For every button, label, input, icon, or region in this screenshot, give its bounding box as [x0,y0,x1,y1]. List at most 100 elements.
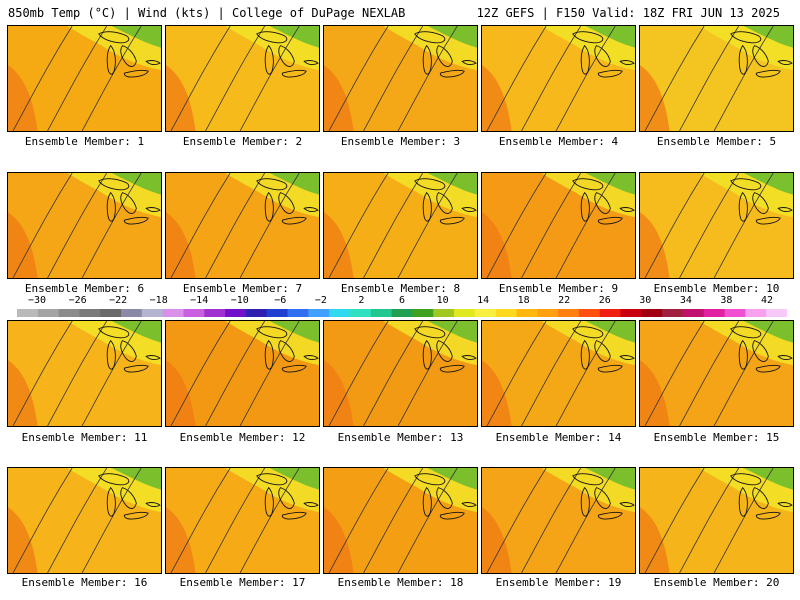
colorbar-swatch [724,309,746,317]
great-lake-outline [436,487,453,509]
temperature-field-map [640,321,793,426]
ensemble-map-panel [639,25,794,132]
colorbar-swatch [17,309,39,317]
great-lake-outline [264,486,274,517]
colorbar-tick-label: 30 [639,295,652,306]
ensemble-member-caption: Ensemble Member: 16 [21,576,148,589]
colorbar-tick-label: 26 [598,295,611,306]
great-lake-outline [281,216,307,225]
great-lake-outline [414,473,446,486]
great-lake-outline [264,44,274,75]
colorbar-swatch [225,309,247,317]
colorbar-tick-label: −14 [190,295,209,306]
colorbar-tick-label: −26 [68,295,87,306]
temperature-field-map [8,468,161,573]
temperature-field-map [482,26,635,131]
great-lake-outline [422,44,432,75]
temperature-field-map [482,173,635,278]
colorbar-swatch [578,309,601,317]
ensemble-member-caption: Ensemble Member: 5 [656,135,777,148]
great-lake-outline [278,45,295,67]
temperature-field-map [324,26,477,131]
colorbar-tick-label: 2 [358,295,365,306]
colorbar-swatch [287,309,309,317]
great-lake-outline [597,511,623,520]
great-lake-outline [256,31,288,44]
great-lake-outline [755,69,781,78]
great-lake-outline [777,355,793,361]
ensemble-member-caption: Ensemble Member: 6 [24,282,145,295]
ensemble-member-caption: Ensemble Member: 12 [179,431,306,444]
great-lake-outline [145,355,161,361]
ensemble-member-caption: Ensemble Member: 19 [495,576,622,589]
temperature-field-map [166,321,319,426]
great-lake-outline [439,511,465,520]
great-lake-outline [264,191,274,222]
colorbar-swatch [703,309,726,317]
temperature-field-map [640,173,793,278]
ensemble-member-caption: Ensemble Member: 11 [21,431,148,444]
ensemble-map-panel [7,320,162,427]
colorbar-swatch [329,309,351,317]
ensemble-member-caption: Ensemble Member: 2 [182,135,303,148]
model-run-valid-time: 12Z GEFS | F150 Valid: 18Z FRI JUN 13 20… [476,6,780,20]
great-lake-outline [422,191,432,222]
great-lake-outline [436,340,453,362]
great-lake-outline [414,178,446,191]
colorbar-swatch [245,309,268,317]
great-lake-outline [619,207,635,213]
ensemble-map-panel [639,467,794,574]
ensemble-member-caption: Ensemble Member: 14 [495,431,622,444]
colorbar-swatch [37,309,60,317]
great-lake-outline [580,44,590,75]
ensemble-member-caption: Ensemble Member: 13 [337,431,464,444]
temperature-field-map [324,321,477,426]
colorbar-swatch [183,309,205,317]
great-lake-outline [738,486,748,517]
colorbar-tick-label: 38 [720,295,733,306]
great-lake-outline [572,31,604,44]
colorbar-swatch [79,309,101,317]
great-lake-outline [439,364,465,373]
great-lake-outline [752,340,769,362]
great-lake-outline [461,502,477,508]
great-lake-outline [120,45,137,67]
colorbar-swatch [58,309,80,317]
great-lake-outline [303,355,319,361]
great-lake-outline [436,45,453,67]
colorbar-swatch [141,309,164,317]
colorbar-swatch [641,309,663,317]
colorbar-tick-label: 18 [517,295,530,306]
great-lake-outline [730,178,762,191]
ensemble-member-caption: Ensemble Member: 10 [653,282,780,295]
colorbar-swatch [204,309,226,317]
great-lake-outline [120,192,137,214]
great-lake-outline [597,364,623,373]
great-lake-outline [597,216,623,225]
great-lake-outline [106,191,116,222]
colorbar-swatch [454,309,476,317]
colorbar-swatch [370,309,393,317]
ensemble-member-caption: Ensemble Member: 8 [340,282,461,295]
ensemble-map-panel [165,467,320,574]
ensemble-member-caption: Ensemble Member: 17 [179,576,306,589]
great-lake-outline [461,355,477,361]
colorbar-swatch [308,309,330,317]
temperature-field-map [324,468,477,573]
great-lake-outline [594,45,611,67]
colorbar-swatch [495,309,517,317]
great-lake-outline [98,326,130,339]
ensemble-map-panel [7,25,162,132]
colorbar-swatch [599,309,622,317]
ensemble-map-panel [165,320,320,427]
great-lake-outline [738,44,748,75]
great-lake-outline [619,502,635,508]
great-lake-outline [738,191,748,222]
colorbar-swatch [162,309,184,317]
colorbar-swatch [537,309,559,317]
colorbar-tick-label: −10 [230,295,249,306]
great-lake-outline [461,207,477,213]
ensemble-map-panel [639,320,794,427]
colorbar-swatch [766,309,787,317]
ensemble-map-panel [165,172,320,279]
